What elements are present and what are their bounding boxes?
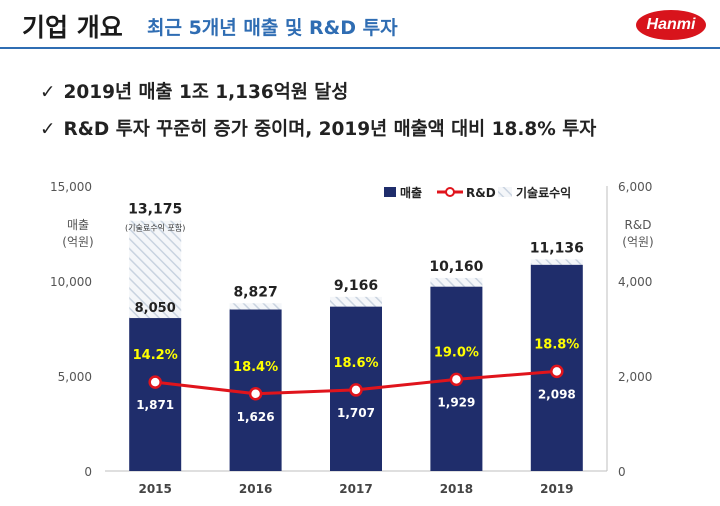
y-tick-label-left: 5,000: [58, 370, 92, 384]
royalty-bar: [229, 303, 282, 310]
y-tick-label-left: 0: [84, 465, 92, 479]
y-axis-unit-left: (억원): [62, 235, 93, 249]
total-label: 8,827: [233, 284, 277, 300]
y-axis-unit-right: (억원): [622, 235, 653, 249]
y-axis-title-left: 매출: [67, 218, 89, 232]
header-divider: [0, 47, 720, 49]
rd-value-label: 1,871: [136, 398, 174, 412]
rd-point: [148, 375, 162, 389]
total-label: 13,175: [128, 202, 182, 218]
x-tick-label: 2016: [239, 482, 272, 496]
royalty-bar: [129, 220, 182, 319]
bullet-text: 2019년 매출 1조 1,136억원 달성: [63, 82, 349, 103]
y-tick-label-right: 0: [618, 465, 626, 479]
revenue-rd-chart: 0 5,000 10,000 15,000 0 2,000 4,000 6,000 매출 (억원)…: [50, 180, 654, 496]
check-icon: ✓: [40, 82, 56, 103]
y-tick-label-right: 2,000: [618, 370, 652, 384]
sales-value-label: 8,050: [135, 301, 176, 316]
total-label: 9,166: [334, 278, 378, 294]
royalty-bar: [330, 296, 382, 307]
rd-point: [349, 383, 363, 397]
y-axis-title-right: R&D: [625, 218, 652, 232]
legend-swatch-rd-point: [445, 187, 455, 197]
x-tick-label: 2019: [540, 482, 573, 496]
rd-point: [550, 364, 564, 379]
total-label: 10,160: [429, 259, 483, 275]
royalty-bar: [530, 259, 583, 265]
rd-ratio-label: 18.4%: [233, 360, 278, 375]
sales-bar: [129, 318, 182, 471]
rd-ratio-label: 19.0%: [434, 345, 479, 360]
x-tick-label: 2015: [138, 482, 171, 496]
total-note: (기술료수익 포함): [125, 223, 185, 233]
rd-value-label: 1,626: [237, 410, 275, 424]
rd-value-label: 1,929: [437, 395, 475, 409]
legend-swatch-sales: [384, 187, 396, 197]
rd-point: [449, 372, 464, 387]
rd-ratio-label: 18.6%: [333, 356, 378, 371]
rd-ratio-label: 14.2%: [133, 348, 178, 363]
rd-ratio-label: 18.8%: [534, 337, 579, 352]
rd-point: [248, 387, 263, 401]
y-tick-label-left: 15,000: [50, 180, 92, 194]
check-icon: ✓: [40, 119, 56, 140]
legend-label-royalty: 기술료수익: [516, 185, 571, 200]
royalty-bar: [430, 277, 483, 287]
bullet-item: ✓ R&D 투자 꾸준히 증가 중이며, 2019년 매출액 대비 18.8% 투…: [40, 115, 596, 141]
hanmi-logo: Hanmi: [636, 10, 706, 40]
legend-label-sales: 매출: [400, 185, 422, 200]
rd-value-label: 2,098: [538, 387, 576, 401]
total-label: 11,136: [530, 240, 584, 256]
y-tick-label-left: 10,000: [50, 275, 92, 289]
y-tick-label-right: 4,000: [618, 275, 652, 289]
page-subtitle: 최근 5개년 매출 및 R&D 투자: [147, 17, 398, 39]
bullet-text: R&D 투자 꾸준히 증가 중이며, 2019년 매출액 대비 18.8% 투자: [63, 119, 597, 140]
y-tick-label-right: 6,000: [618, 180, 652, 194]
x-tick-label: 2018: [440, 482, 473, 496]
x-tick-label: 2017: [339, 482, 372, 496]
bullet-item: ✓ 2019년 매출 1조 1,136억원 달성: [40, 78, 348, 104]
legend-label-rd: R&D: [466, 186, 496, 200]
rd-value-label: 1,707: [337, 406, 375, 420]
legend-swatch-royalty: [498, 187, 512, 197]
page-title: 기업 개요: [22, 13, 123, 42]
